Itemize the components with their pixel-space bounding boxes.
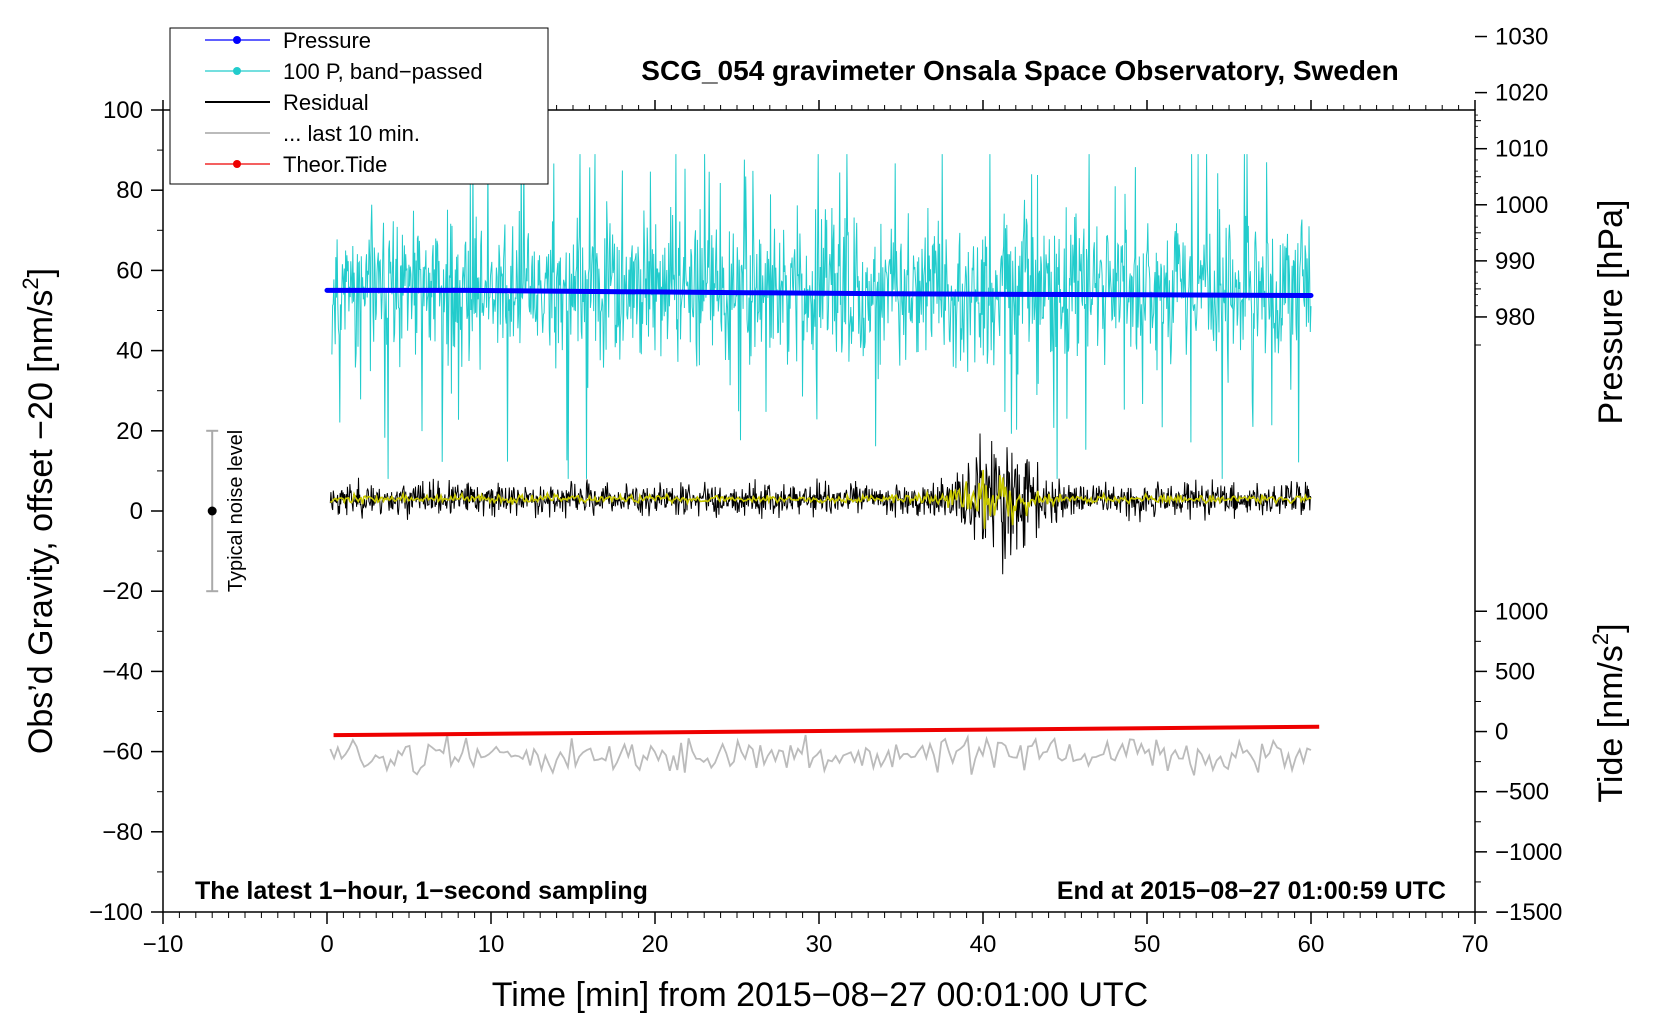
y-tick-label: 0 — [130, 498, 143, 525]
y-tick-label: −100 — [89, 899, 143, 926]
series-residual-smoothed-line — [330, 469, 1312, 529]
y-axis-label-pressure: Pressure [hPa] — [1592, 200, 1630, 425]
tide-tick-label: −1000 — [1495, 839, 1562, 866]
annotation-sampling: The latest 1−hour, 1−second sampling — [195, 877, 648, 905]
legend-entry-last-10-min: ... last 10 min. — [205, 121, 420, 146]
chart-title: SCG_054 gravimeter Onsala Space Observat… — [641, 55, 1398, 86]
y-tick-label: 100 — [103, 97, 143, 124]
y-axis-label-tide: Tide [nm/s2] — [1588, 623, 1630, 802]
pressure-tick-label: 990 — [1495, 248, 1535, 275]
x-tick-label: 10 — [478, 931, 505, 958]
x-tick-label: 70 — [1462, 931, 1489, 958]
annotation-end-time: End at 2015−08−27 01:00:59 UTC — [1057, 877, 1446, 905]
legend-pressure-marker — [233, 36, 241, 44]
y-tick-label: −20 — [102, 578, 143, 605]
legend-entry-band-passed: 100 P, band−passed — [205, 59, 483, 84]
series-band-passed-line — [331, 154, 1312, 479]
tide-tick-label: −1500 — [1495, 899, 1562, 926]
noise-bar-group: Typical noise level — [206, 429, 247, 593]
legend: Pressure 100 P, band−passed Residual ...… — [169, 27, 549, 185]
axes-layer: −10 0 10 20 30 40 50 60 70−100−80−60−40−20020406… — [89, 24, 1562, 958]
series-layer — [324, 154, 1320, 776]
legend-last-10-min-label: ... last 10 min. — [283, 121, 420, 146]
y-tick-label: 20 — [116, 418, 143, 445]
tide-tick-label: 500 — [1495, 658, 1535, 685]
legend-tide-marker — [233, 160, 241, 168]
tide-tick-label: 0 — [1495, 719, 1508, 746]
x-tick-label: −10 — [143, 931, 184, 958]
x-tick-label: 20 — [642, 931, 669, 958]
x-axis-label: Time [min] from 2015−08−27 00:01:00 UTC — [492, 976, 1148, 1014]
legend-entry-residual: Residual — [205, 90, 369, 115]
legend-entry-theor-tide: Theor.Tide — [205, 152, 387, 177]
pressure-tick-label: 1030 — [1495, 24, 1548, 51]
y-tick-label: 80 — [116, 177, 143, 204]
noise-bar-center-dot — [207, 506, 217, 516]
y-tick-label: −60 — [102, 739, 143, 766]
legend-band-passed-label: 100 P, band−passed — [283, 59, 483, 84]
legend-box — [169, 27, 549, 185]
legend-pressure-label: Pressure — [283, 28, 371, 53]
legend-band-passed-marker — [233, 67, 241, 75]
x-tick-label: 50 — [1134, 931, 1161, 958]
tide-tick-label: 1000 — [1495, 598, 1548, 625]
pressure-tick-label: 1000 — [1495, 192, 1548, 219]
x-tick-label: 40 — [970, 931, 997, 958]
legend-entry-pressure: Pressure — [205, 28, 371, 53]
y-axis-label-left: Obs’d Gravity, offset −20 [nm/s2] — [18, 268, 60, 754]
pressure-tick-label: 1010 — [1495, 136, 1548, 163]
y-tick-label: −40 — [102, 658, 143, 685]
x-tick-label: 0 — [320, 931, 333, 958]
y-tick-label: −80 — [102, 819, 143, 846]
series-pressure-line — [324, 287, 1314, 298]
y-tick-label: 40 — [116, 338, 143, 365]
x-tick-label: 30 — [806, 931, 833, 958]
legend-residual-label: Residual — [283, 90, 369, 115]
tide-tick-label: −500 — [1495, 779, 1549, 806]
legend-tide-label: Theor.Tide — [283, 152, 387, 177]
series-last-10-min-line — [329, 734, 1312, 776]
series-theor-tide-line — [333, 724, 1320, 738]
x-tick-label: 60 — [1298, 931, 1325, 958]
y-tick-label: 60 — [116, 257, 143, 284]
pressure-tick-label: 980 — [1495, 304, 1535, 331]
noise-bar-label: Typical noise level — [225, 430, 247, 592]
pressure-tick-label: 1020 — [1495, 80, 1548, 107]
